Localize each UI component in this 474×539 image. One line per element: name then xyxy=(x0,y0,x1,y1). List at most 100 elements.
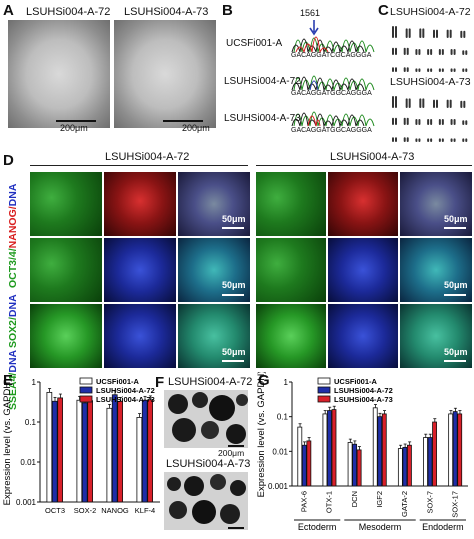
sample-name-3: LSUHSi004-A-73 xyxy=(224,113,301,124)
mutation-arrow xyxy=(309,20,319,36)
legend-label: LSUHSi004-A-73 xyxy=(96,395,155,404)
group-label: Endoderm xyxy=(422,522,464,532)
chromosome xyxy=(438,119,441,125)
chromosome xyxy=(438,138,441,142)
bar xyxy=(136,417,143,503)
scale-label-d-1: 50μm xyxy=(222,214,246,224)
chromosome xyxy=(465,68,468,72)
chromosome xyxy=(465,138,468,142)
chromosome xyxy=(453,119,456,125)
chromosome xyxy=(406,137,409,142)
scale-bar-a-right xyxy=(163,120,203,122)
bar xyxy=(427,437,433,487)
label-dna-1: DNA xyxy=(7,183,19,207)
bar xyxy=(147,399,153,503)
chromosome xyxy=(405,28,408,38)
bar xyxy=(356,449,362,487)
bar xyxy=(87,400,93,503)
chromosome xyxy=(408,28,411,38)
chromatogram-row-3 xyxy=(291,111,375,128)
y-tick-label: 1 xyxy=(32,378,37,387)
x-tick-label: KLF-4 xyxy=(135,506,155,515)
chromosome xyxy=(438,68,441,72)
chromosome xyxy=(408,98,411,108)
chromosome xyxy=(403,47,406,55)
chromosome xyxy=(463,30,466,38)
tile-73-merge-3 xyxy=(400,304,472,368)
tile-72-dna-3 xyxy=(104,304,176,368)
scale-bar-d-5 xyxy=(222,360,244,362)
tile-73-merge-1 xyxy=(400,172,472,236)
scale-label-d-2: 50μm xyxy=(444,214,468,224)
sequence-3: GACAGGATGGCAGGGA xyxy=(291,127,372,134)
chromosome xyxy=(465,50,468,55)
x-tick-label: OTX-1 xyxy=(325,491,334,513)
bar xyxy=(57,397,64,503)
chromosome xyxy=(436,99,438,108)
chromosome xyxy=(453,49,456,55)
chromosome xyxy=(418,138,421,142)
chromosome xyxy=(406,117,409,125)
scale-bar-f-2 xyxy=(228,527,244,529)
tile-72-merge-2 xyxy=(178,238,250,302)
chromatogram-row-1 xyxy=(291,36,375,54)
panel-c-letter: C xyxy=(378,2,389,19)
tile-72-nanog xyxy=(104,172,176,236)
chromatogram-figure xyxy=(291,20,375,128)
row-label-sox2: SOX2/DNA xyxy=(5,240,23,348)
y-tick-label: 0.01 xyxy=(20,458,36,467)
chromosome xyxy=(392,137,394,142)
chromosome xyxy=(418,68,421,72)
chromosome xyxy=(441,119,444,125)
chromosome xyxy=(395,67,397,72)
panel-d-col-right-rule xyxy=(256,165,472,166)
chromosome xyxy=(462,138,465,142)
y-tick-label: 0.001 xyxy=(268,482,289,491)
panel-a-left-title: LSUHSi004-A-72 xyxy=(26,6,111,18)
chromosome xyxy=(430,68,433,72)
bar xyxy=(432,421,437,487)
bar xyxy=(81,402,88,503)
legend-swatch xyxy=(317,377,331,385)
chromosome xyxy=(441,68,444,72)
legend-swatch xyxy=(79,386,93,394)
chromosome xyxy=(430,119,433,125)
phase-contrast-image-72 xyxy=(8,20,110,128)
label-dna-3: DNA xyxy=(7,349,19,373)
bar xyxy=(301,444,307,487)
y-tick-label: 0.001 xyxy=(16,498,37,507)
bar xyxy=(306,440,312,487)
chromosome xyxy=(392,26,394,38)
tile-73-ssea4 xyxy=(256,304,326,368)
panel-a-letter: A xyxy=(3,2,14,19)
sequence-1: GACAGGATCGCAGGGA xyxy=(291,52,372,59)
panel-d-col-right: LSUHSi004-A-73 xyxy=(330,151,415,163)
bar xyxy=(76,399,83,503)
bar xyxy=(381,413,387,487)
bar xyxy=(377,416,383,487)
y-tick-label: 0.01 xyxy=(272,447,288,456)
chromosome xyxy=(419,98,422,108)
scale-label-d-6: 50μm xyxy=(444,347,468,357)
bar xyxy=(457,413,463,487)
y-axis-label: Expression level (vs. GAPDH) xyxy=(2,379,13,506)
chromosome xyxy=(405,98,408,108)
chromosome xyxy=(430,49,433,55)
karyotype-title-73: LSUHSi004-A-73 xyxy=(390,76,471,88)
bar xyxy=(46,391,53,503)
chromosome xyxy=(392,67,394,72)
chromosome xyxy=(406,67,409,72)
scale-bar-d-4 xyxy=(444,294,466,296)
tile-73-dna-2 xyxy=(328,238,398,302)
scale-label-a-right: 200μm xyxy=(182,123,210,133)
tile-72-ssea4 xyxy=(30,304,102,368)
tile-73-sox2 xyxy=(256,238,326,302)
x-tick-label: IGF2 xyxy=(375,491,384,508)
chromosome xyxy=(446,29,449,38)
bar xyxy=(402,446,408,487)
chromosome xyxy=(403,137,406,142)
chromosome xyxy=(449,99,452,108)
bar xyxy=(347,442,353,487)
phase-contrast-image-73 xyxy=(114,20,216,128)
